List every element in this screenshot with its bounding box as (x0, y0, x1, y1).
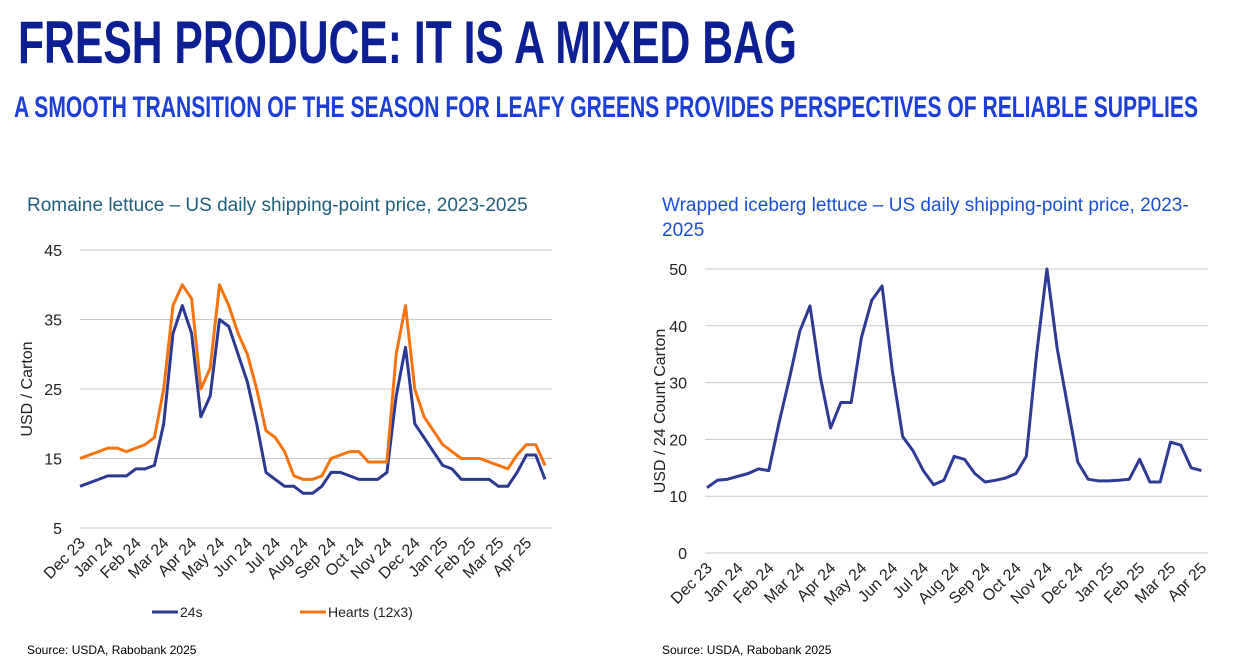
chart-title: Romaine lettuce – US daily shipping-poin… (27, 195, 528, 216)
y-tick-label: 0 (678, 546, 687, 563)
y-tick-label: 20 (669, 432, 687, 449)
legend-label: 24s (180, 604, 203, 620)
y-tick-label: 15 (44, 452, 62, 469)
y-tick-label: 40 (669, 319, 687, 336)
y-tick-label: 35 (44, 313, 62, 330)
y-tick-label: 25 (44, 382, 62, 399)
legend-label: Hearts (12x3) (328, 604, 413, 620)
source-note: Source: USDA, Rabobank 2025 (27, 643, 197, 657)
y-tick-label: 10 (669, 489, 687, 506)
series-line (706, 267, 1202, 489)
series-line (79, 304, 547, 495)
y-tick-label: 30 (669, 376, 687, 393)
slide-subtitle: A SMOOTH TRANSITION OF THE SEASON FOR LE… (14, 91, 1198, 124)
y-axis-label: USD / 24 Count Carton (652, 329, 669, 494)
y-tick-label: 5 (53, 521, 62, 538)
y-axis-label: USD / Carton (19, 341, 36, 436)
source-note: Source: USDA, Rabobank 2025 (662, 643, 832, 657)
series-line (79, 283, 547, 481)
y-tick-label: 50 (669, 262, 687, 279)
chart-title: Wrapped iceberg lettuce – US daily shipp… (662, 195, 1189, 241)
y-tick-label: 45 (44, 243, 62, 260)
slide-title: FRESH PRODUCE: IT IS A MIXED BAG (18, 9, 797, 76)
